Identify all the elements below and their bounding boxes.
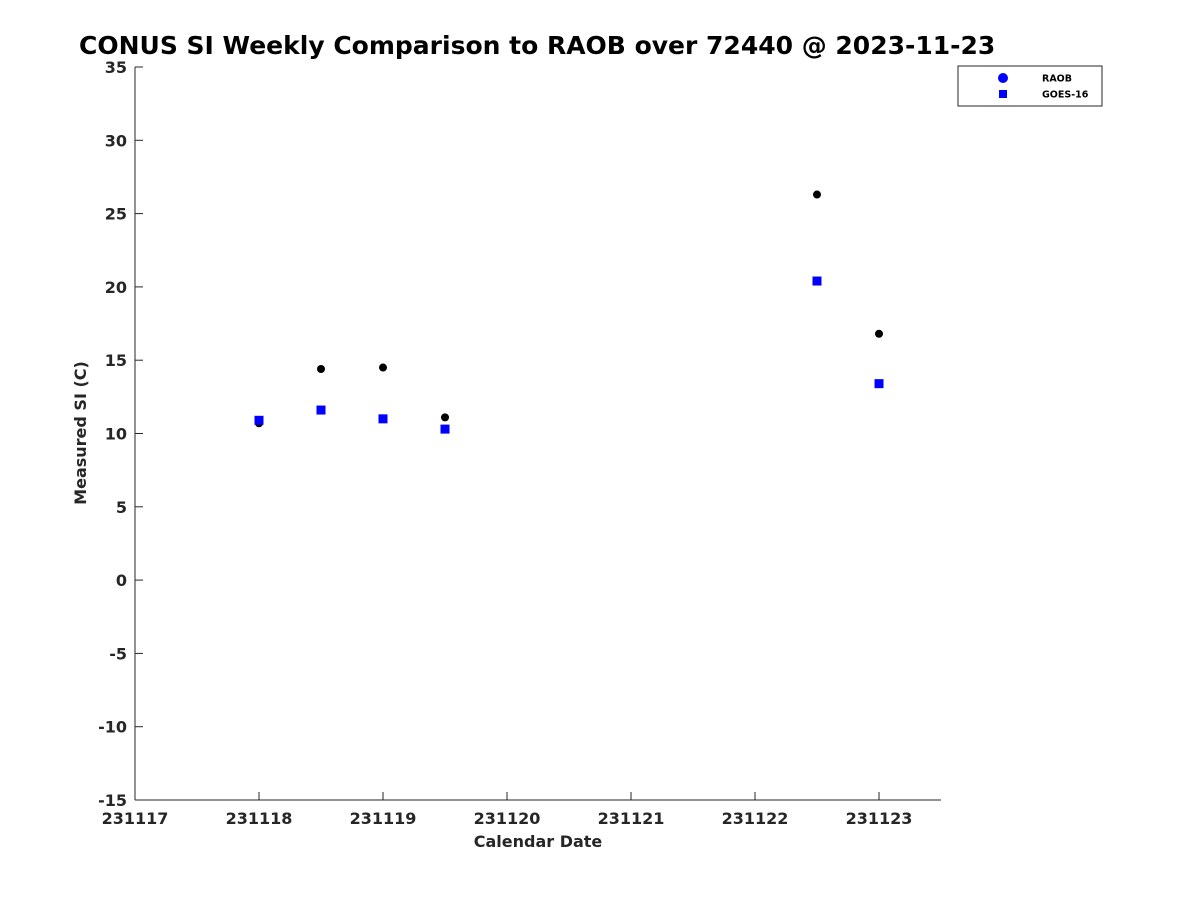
x-tick-label: 231121 (598, 809, 665, 828)
x-tick-label: 231122 (722, 809, 789, 828)
legend-box (957, 65, 1103, 107)
y-tick-label: 10 (105, 425, 127, 444)
y-axis-label: Measured SI (C) (71, 361, 90, 505)
y-tick-label: -15 (98, 791, 127, 810)
legend: RAOB GOES-16 (957, 65, 1103, 107)
x-tick-label: 231118 (226, 809, 293, 828)
x-ticks: 231117 231118 231119 231120 231121 231122 2311… (102, 792, 913, 828)
series-layer (254, 190, 884, 434)
goes-16-point (378, 414, 388, 424)
legend-label: RAOB (1042, 74, 1072, 85)
legend-marker-raob (998, 73, 1008, 83)
y-tick-label: 5 (116, 498, 127, 517)
x-tick-label: 231117 (102, 809, 169, 828)
x-tick-label: 231119 (350, 809, 417, 828)
y-tick-label: 20 (105, 278, 127, 297)
goes-16-point (254, 415, 264, 425)
y-tick-label: 0 (116, 571, 127, 590)
raob-point (441, 413, 449, 422)
y-tick-label: -5 (109, 644, 127, 663)
y-tick-label: -10 (98, 718, 127, 737)
raob-point (813, 190, 821, 199)
axes (134, 67, 941, 801)
raob-point (379, 363, 387, 372)
legend-entries: RAOB GOES-16 (998, 73, 1089, 101)
legend-marker-goes-16 (999, 90, 1007, 98)
x-tick-label: 231120 (474, 809, 541, 828)
x-tick-label: 231123 (846, 809, 913, 828)
y-ticks: 35 30 25 20 15 10 5 0 -5 -10 -15 (98, 58, 143, 810)
goes-16-point (440, 424, 450, 434)
goes-16-point (316, 405, 326, 415)
raob-point (875, 329, 883, 338)
raob-point (317, 364, 325, 373)
x-axis-label: Calendar Date (474, 832, 603, 851)
series-raob (255, 190, 883, 428)
goes-16-point (812, 276, 822, 286)
chart-title: CONUS SI Weekly Comparison to RAOB over … (79, 31, 995, 60)
y-tick-label: 30 (105, 131, 127, 150)
series-goes-16 (254, 276, 884, 434)
y-tick-label: 15 (105, 351, 127, 370)
legend-label: GOES-16 (1042, 90, 1089, 101)
y-tick-label: 35 (105, 58, 127, 77)
goes-16-point (874, 379, 884, 389)
y-tick-label: 25 (105, 205, 127, 224)
